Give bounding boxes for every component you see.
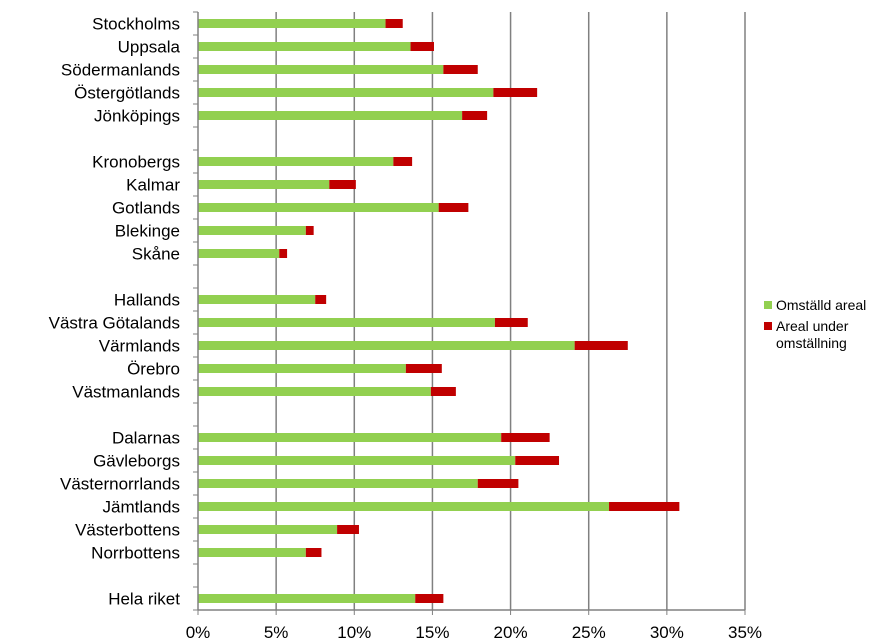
bar-under-omstallning-23	[305, 548, 322, 557]
category-label-19: Gävleborgs	[93, 452, 180, 471]
x-tick-label-25: 25%	[572, 623, 606, 642]
bar-under-omstallning-22	[337, 525, 359, 534]
legend-item-under-omstallning: Areal under omställning	[762, 318, 871, 352]
category-label-13: Västra Götalands	[49, 314, 180, 333]
bar-under-omstallning-15	[405, 364, 442, 373]
bar-under-omstallning-9	[305, 226, 314, 235]
bar-omstalld-13	[198, 318, 495, 327]
category-label-23: Norrbottens	[91, 544, 180, 563]
bar-omstalld-3	[198, 88, 494, 97]
bar-under-omstallning-25	[415, 594, 444, 603]
bar-omstalld-2	[198, 65, 444, 74]
x-tick-label-5: 5%	[264, 623, 289, 642]
x-tick-labels: 0% 5% 10% 15% 20% 25% 30% 35%	[186, 623, 762, 642]
bar-under-omstallning-0	[385, 19, 403, 28]
bar-omstalld-8	[198, 203, 439, 212]
bar-under-omstallning-3	[493, 88, 538, 97]
bar-under-omstallning-6	[393, 157, 413, 166]
category-label-20: Västernorrlands	[60, 475, 180, 494]
bar-omstalld-19	[198, 456, 516, 465]
bar-omstalld-20	[198, 479, 478, 488]
bar-omstalld-0	[198, 19, 386, 28]
bar-omstalld-16	[198, 387, 431, 396]
x-tick-label-15: 15%	[415, 623, 449, 642]
bar-under-omstallning-21	[609, 502, 680, 511]
bar-under-omstallning-8	[438, 203, 469, 212]
bar-omstalld-23	[198, 548, 306, 557]
bar-under-omstallning-10	[279, 249, 288, 258]
bar-under-omstallning-20	[477, 479, 519, 488]
bar-under-omstallning-18	[501, 433, 550, 442]
bar-omstalld-15	[198, 364, 406, 373]
category-label-22: Västerbottens	[75, 521, 180, 540]
bars	[198, 19, 680, 603]
bar-under-omstallning-19	[515, 456, 560, 465]
x-tick-label-30: 30%	[650, 623, 684, 642]
legend-swatch-green	[764, 301, 772, 309]
category-label-16: Västmanlands	[72, 383, 180, 402]
bar-omstalld-14	[198, 341, 575, 350]
category-label-25: Hela riket	[108, 590, 180, 609]
legend: Omställd areal Areal under omställning	[762, 297, 871, 356]
bar-omstalld-6	[198, 157, 394, 166]
bar-omstalld-10	[198, 249, 280, 258]
category-labels: Stockholms Uppsala Södermanlands Östergötla…	[49, 15, 181, 609]
category-label-8: Gotlands	[112, 199, 180, 218]
bar-under-omstallning-1	[410, 42, 434, 51]
category-label-10: Skåne	[132, 245, 180, 264]
legend-swatch-red	[764, 322, 772, 330]
category-label-14: Värmlands	[99, 337, 180, 356]
category-label-12: Hallands	[114, 291, 180, 310]
bar-omstalld-7	[198, 180, 330, 189]
bar-under-omstallning-12	[315, 295, 327, 304]
bar-omstalld-9	[198, 226, 306, 235]
bar-under-omstallning-14	[574, 341, 628, 350]
category-label-4: Jönköpings	[94, 107, 180, 126]
category-label-6: Kronobergs	[92, 153, 180, 172]
bar-under-omstallning-16	[430, 387, 456, 396]
bar-under-omstallning-7	[329, 180, 356, 189]
bar-omstalld-18	[198, 433, 502, 442]
legend-label-omstalld: Omställd areal	[776, 297, 867, 313]
x-tick-label-35: 35%	[728, 623, 762, 642]
x-tick-label-20: 20%	[494, 623, 528, 642]
axes	[193, 11, 746, 615]
bar-omstalld-22	[198, 525, 338, 534]
legend-label-under-omstallning: Areal under omställning	[776, 318, 849, 351]
category-label-7: Kalmar	[126, 176, 180, 195]
category-label-3: Östergötlands	[74, 84, 180, 103]
bar-omstalld-12	[198, 295, 316, 304]
bar-under-omstallning-13	[494, 318, 528, 327]
category-label-21: Jämtlands	[103, 498, 180, 517]
category-label-2: Södermanlands	[61, 61, 180, 80]
grid-lines	[275, 12, 746, 610]
bar-under-omstallning-4	[462, 111, 488, 120]
x-tick-label-10: 10%	[337, 623, 371, 642]
category-label-0: Stockholms	[92, 15, 180, 34]
bar-omstalld-4	[198, 111, 463, 120]
category-label-18: Dalarnas	[112, 429, 180, 448]
category-label-1: Uppsala	[118, 38, 181, 57]
category-label-15: Örebro	[127, 360, 180, 379]
legend-item-omstalld: Omställd areal	[762, 297, 871, 314]
x-tick-label-0: 0%	[186, 623, 211, 642]
bar-omstalld-21	[198, 502, 610, 511]
bar-under-omstallning-2	[443, 65, 478, 74]
bar-omstalld-25	[198, 594, 416, 603]
bar-omstalld-1	[198, 42, 411, 51]
category-label-9: Blekinge	[115, 222, 180, 241]
